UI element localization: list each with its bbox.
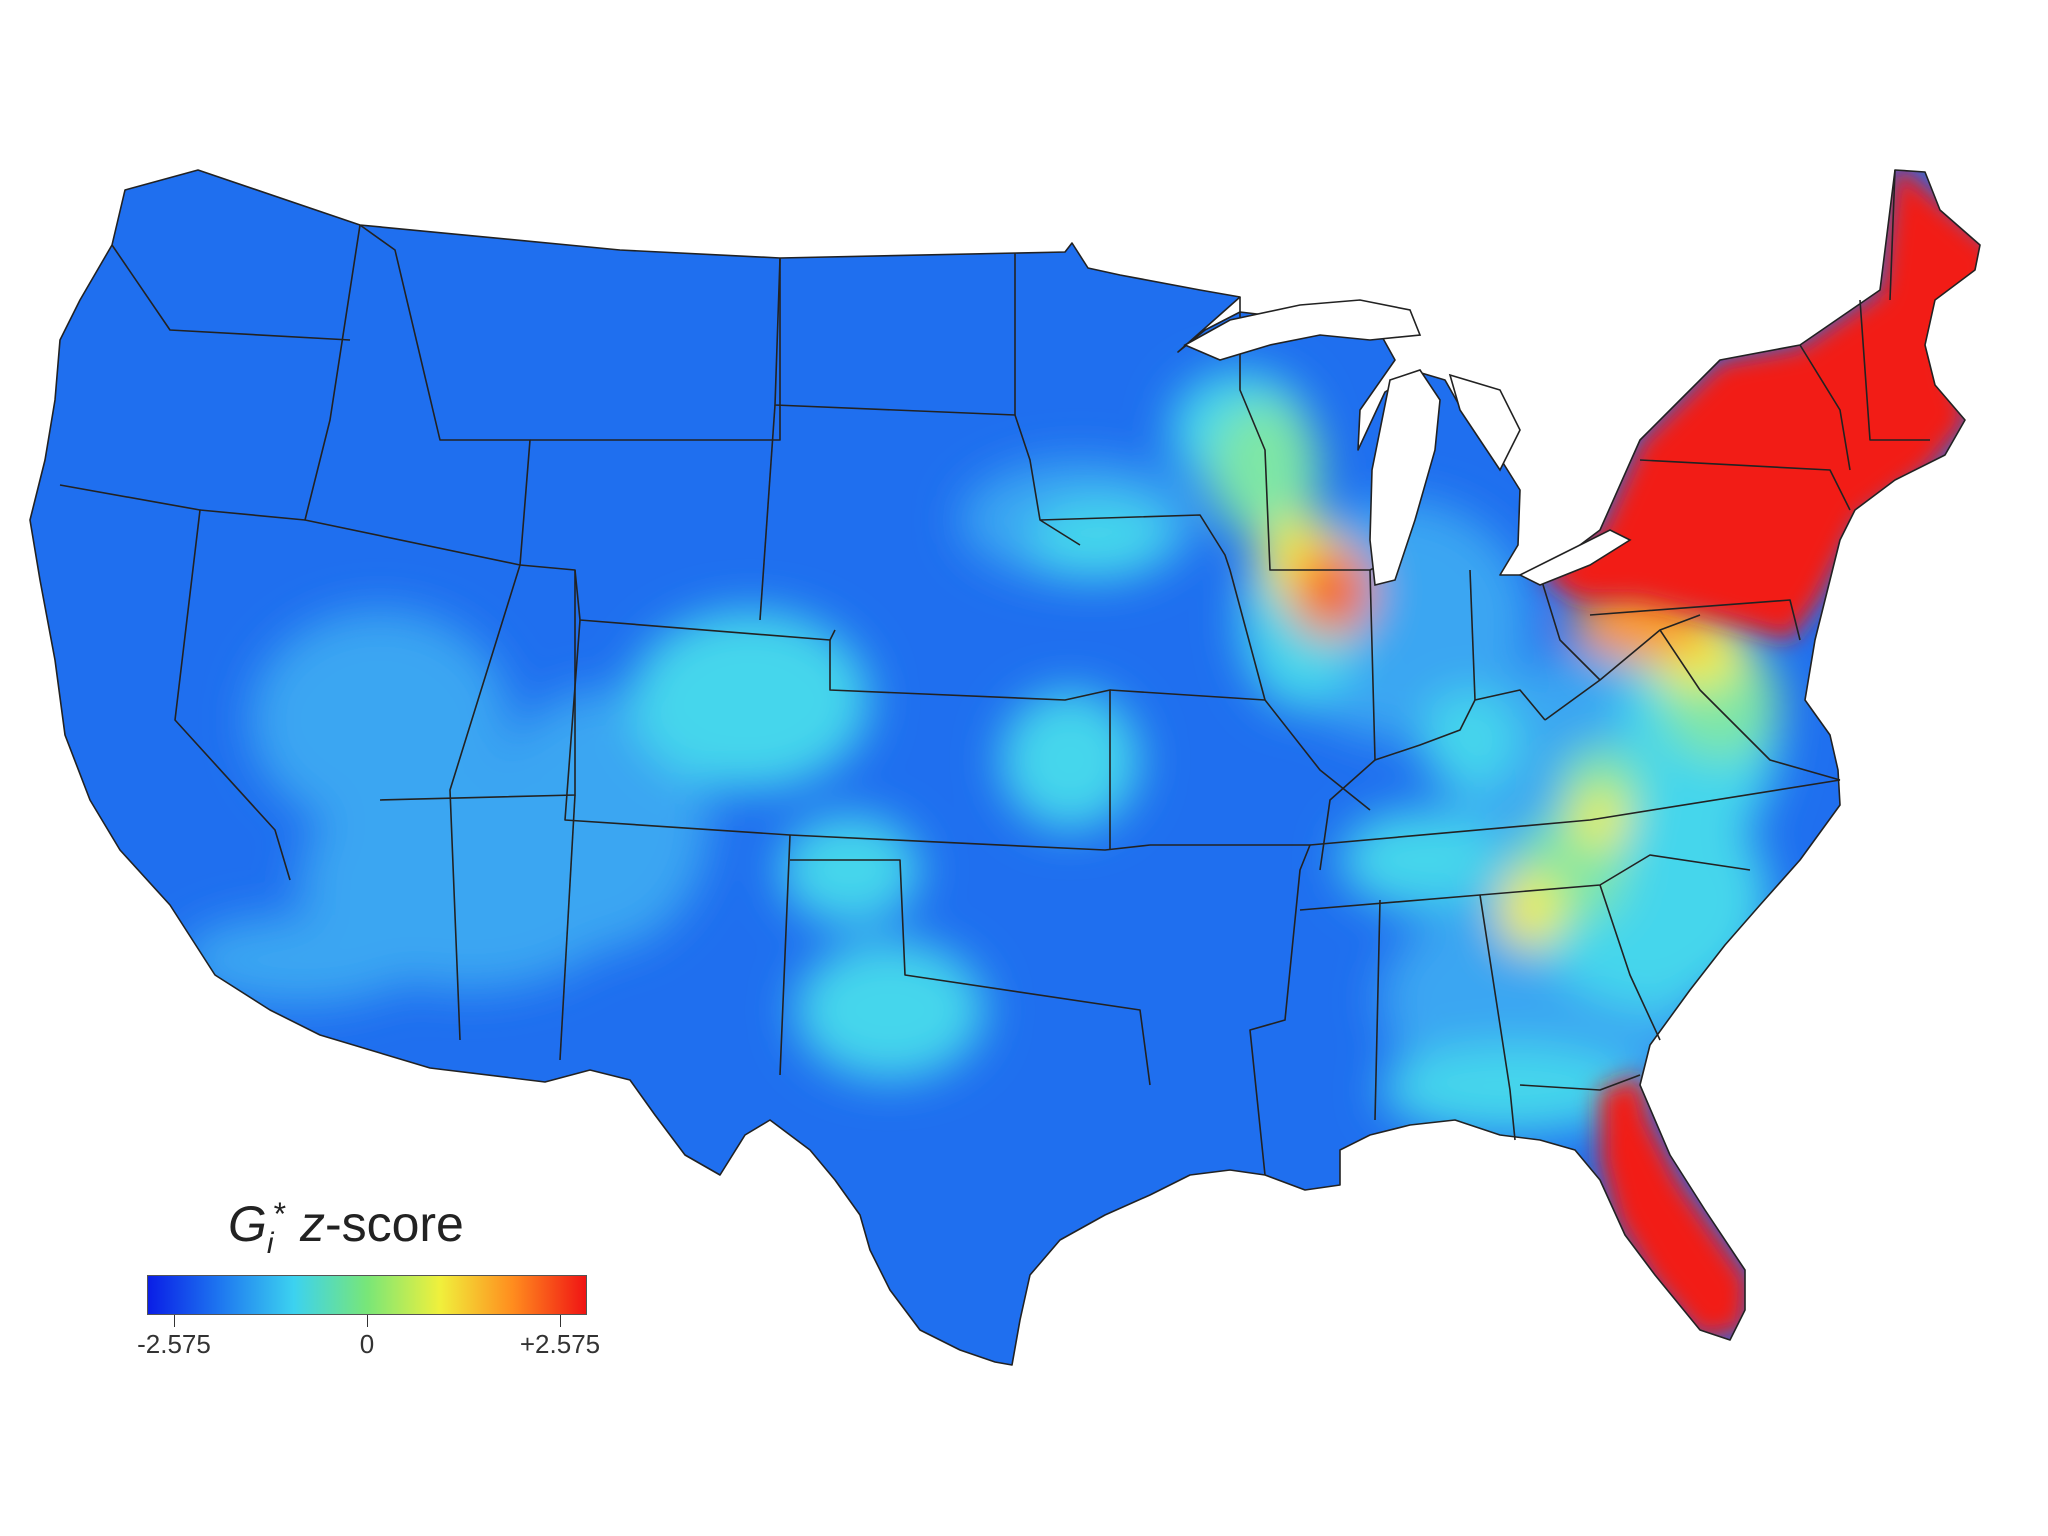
- state-line: [829, 640, 1111, 850]
- state-line: [1544, 614, 1701, 721]
- state-borders: [29, 169, 1981, 1366]
- legend-title: Gi* z-score: [228, 1195, 464, 1261]
- legend-title-subscript: i: [266, 1227, 274, 1260]
- state-line: [1799, 344, 1851, 471]
- state-line: [1109, 689, 1371, 811]
- legend-title-superscript: *: [273, 1196, 287, 1232]
- state-line: [530, 258, 781, 441]
- state-line: [111, 244, 351, 341]
- state-line: [1659, 629, 1841, 781]
- legend-title-symbol: G: [228, 1196, 267, 1252]
- legend: Gi* z-score -2.575 0 +2.575: [137, 1195, 620, 1395]
- state-line: [1599, 884, 1661, 1041]
- state-line: [1889, 169, 1896, 301]
- state-line: [1319, 569, 1376, 871]
- legend-title-z: z: [299, 1196, 325, 1252]
- great-lakes: [1183, 299, 1632, 586]
- legend-title-rest: -score: [324, 1196, 464, 1252]
- state-line: [1589, 599, 1801, 641]
- state-line: [790, 859, 1151, 1086]
- state-line: [1639, 459, 1851, 511]
- lake-superior: [1183, 299, 1422, 361]
- legend-tick-mid: [367, 1315, 368, 1327]
- state-line: [1150, 844, 1311, 1176]
- state-line: [1519, 1074, 1641, 1091]
- hot-region-layer: [1540, 170, 1980, 1340]
- legend-tick-min: [174, 1315, 175, 1327]
- legend-tick-label-mid: 0: [359, 1329, 375, 1359]
- state-line: [1309, 779, 1841, 846]
- legend-colorbar: [147, 1275, 587, 1315]
- state-line: [199, 509, 306, 521]
- state-line: [759, 404, 776, 621]
- legend-tick-label-min: -2.575: [137, 1329, 211, 1359]
- state-line: [1539, 574, 1601, 681]
- state-line: [779, 834, 791, 1076]
- state-line: [59, 484, 291, 881]
- legend-tick-label-max: +2.575: [519, 1329, 601, 1359]
- state-line: [1469, 569, 1476, 701]
- state-line: [1229, 569, 1266, 701]
- state-line: [304, 224, 521, 566]
- state-line: [559, 794, 576, 1061]
- state-line: [1374, 899, 1381, 1121]
- hotspot-layer: [180, 370, 1780, 1135]
- lake-huron: [1448, 373, 1521, 472]
- state-line: [1859, 299, 1930, 441]
- state-line: [1374, 689, 1546, 761]
- state-line: [1039, 514, 1231, 571]
- lake-michigan: [1369, 369, 1441, 586]
- state-line: [1479, 894, 1516, 1141]
- legend-tick-max: [560, 1315, 561, 1327]
- lake-erie: [1518, 529, 1632, 586]
- state-line: [774, 257, 1081, 546]
- state-line: [574, 569, 836, 641]
